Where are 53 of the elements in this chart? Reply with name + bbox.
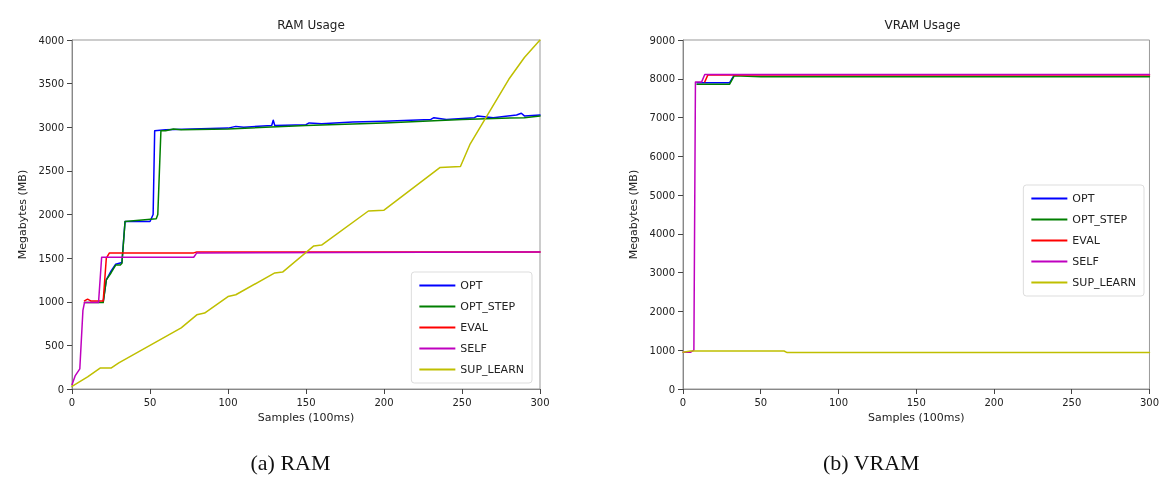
y-tick-label: 1000 [649, 344, 675, 356]
x-tick-label: 0 [679, 396, 687, 408]
y-tick-label: 2000 [38, 209, 64, 220]
x-tick-label: 0 [68, 396, 76, 408]
x-tick-label: 50 [754, 396, 768, 408]
y-tick-label: 8000 [649, 73, 675, 85]
y-tick-label: 3000 [38, 121, 64, 133]
y-tick-label: 2000 [649, 305, 675, 317]
y-tick-label: 9000 [649, 34, 675, 46]
y-tick-label: 3000 [649, 267, 675, 279]
chart-title: VRAM Usage [884, 18, 961, 32]
y-tick-label: 6000 [649, 150, 675, 162]
legend-label: EVAL [1072, 234, 1101, 247]
legend-label: SUP_LEARN [1072, 276, 1137, 289]
y-tick-label: 5000 [649, 189, 675, 201]
y-axis-title: Megabytes (MB) [626, 169, 640, 260]
y-tick-label: 500 [44, 339, 64, 351]
legend-label: OPT_STEP [460, 300, 516, 313]
legend-label: EVAL [460, 321, 489, 334]
x-tick-label: 100 [218, 396, 238, 408]
y-tick-label: 4000 [649, 228, 675, 240]
x-tick-label: 200 [984, 396, 1004, 408]
y-tick-label: 1000 [38, 296, 64, 308]
chart-title: RAM Usage [277, 18, 345, 32]
x-tick-label: 150 [906, 396, 926, 408]
y-tick-label: 7000 [649, 112, 675, 124]
y-tick-label: 0 [57, 383, 64, 395]
y-axis-title: Megabytes (MB) [15, 169, 29, 260]
x-tick-label: 150 [296, 396, 316, 408]
legend-label: OPT [1072, 192, 1095, 205]
x-tick-label: 250 [1062, 396, 1082, 408]
y-tick-label: 3500 [38, 78, 64, 90]
y-tick-label: 4000 [38, 34, 64, 46]
x-tick-label: 250 [452, 396, 472, 408]
y-tick-label: 1500 [38, 252, 64, 264]
x-tick-label: 50 [143, 396, 157, 408]
x-tick-label: 300 [530, 396, 550, 408]
legend-label: OPT_STEP [1072, 213, 1128, 226]
legend-label: SELF [460, 342, 487, 355]
legend-label: SELF [1072, 255, 1099, 268]
text: (a) RAM [250, 449, 331, 475]
line-series [71, 39, 541, 388]
x-tick-label: 200 [374, 396, 394, 408]
x-axis-title: Samples (100ms) [257, 410, 355, 424]
legend-label: SUP_LEARN [460, 363, 525, 376]
text: (b) VRAM [822, 449, 920, 475]
y-tick-label: 0 [668, 383, 675, 395]
line-series [71, 251, 541, 386]
x-tick-label: 300 [1139, 396, 1159, 408]
y-tick-label: 2500 [38, 165, 64, 177]
legend-label: OPT [460, 279, 483, 292]
x-axis-title: Samples (100ms) [867, 410, 965, 424]
x-tick-label: 100 [828, 396, 849, 408]
